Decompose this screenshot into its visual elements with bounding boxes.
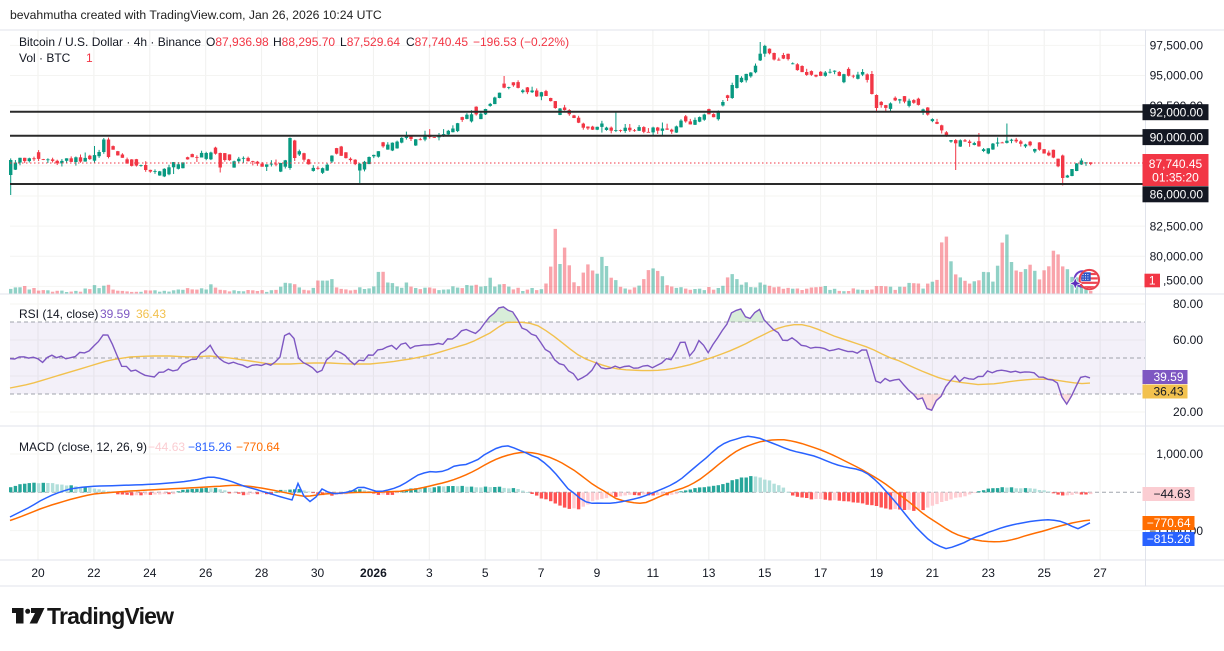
svg-text:−770.64: −770.64 <box>1147 516 1191 530</box>
svg-text:26: 26 <box>199 566 213 580</box>
svg-text:bevahmutha created with Tradin: bevahmutha created with TradingView.com,… <box>10 8 382 22</box>
svg-text:80,000.00: 80,000.00 <box>1150 250 1204 264</box>
svg-text:1: 1 <box>1149 274 1156 288</box>
svg-text:24: 24 <box>143 566 157 580</box>
svg-text:MACD (close, 12, 26, 9)−44.63−: MACD (close, 12, 26, 9)−44.63 −815.26 −770… <box>19 440 280 454</box>
svg-text:01:35:20: 01:35:20 <box>1152 171 1199 185</box>
svg-text:11: 11 <box>647 566 660 580</box>
svg-text:28: 28 <box>255 566 269 580</box>
svg-text:95,000.00: 95,000.00 <box>1150 69 1204 83</box>
svg-text:30: 30 <box>311 566 325 580</box>
svg-text:82,500.00: 82,500.00 <box>1150 219 1204 233</box>
svg-text:36.43: 36.43 <box>1153 385 1183 399</box>
svg-text:22: 22 <box>87 566 101 580</box>
svg-text:21: 21 <box>926 566 940 580</box>
svg-text:39.59: 39.59 <box>1153 370 1183 384</box>
svg-text:Bitcoin / U.S. Dollar · 4h · B: Bitcoin / U.S. Dollar · 4h · Binance O87,… <box>19 35 569 49</box>
svg-text:15: 15 <box>758 566 772 580</box>
svg-text:27: 27 <box>1093 566 1107 580</box>
svg-text:19: 19 <box>870 566 884 580</box>
svg-text:80.00: 80.00 <box>1173 297 1203 311</box>
svg-text:2026: 2026 <box>360 566 387 580</box>
svg-text:−815.26: −815.26 <box>1147 532 1191 546</box>
svg-text:20.00: 20.00 <box>1173 405 1203 419</box>
svg-text:,500.00: ,500.00 <box>1163 274 1203 288</box>
svg-text:92,000.00: 92,000.00 <box>1150 105 1204 119</box>
svg-text:97,500.00: 97,500.00 <box>1150 39 1204 53</box>
svg-text:−44.63: −44.63 <box>1153 487 1190 501</box>
svg-text:13: 13 <box>702 566 716 580</box>
svg-text:5: 5 <box>482 566 489 580</box>
svg-text:TradingView: TradingView <box>47 603 174 629</box>
svg-text:23: 23 <box>982 566 996 580</box>
svg-text:87,740.45: 87,740.45 <box>1149 157 1203 171</box>
svg-text:90,000.00: 90,000.00 <box>1150 130 1204 144</box>
svg-text:17: 17 <box>814 566 828 580</box>
svg-text:1,000.00: 1,000.00 <box>1156 447 1203 461</box>
svg-text:25: 25 <box>1038 566 1052 580</box>
svg-text:3: 3 <box>426 566 433 580</box>
svg-text:20: 20 <box>31 566 45 580</box>
svg-text:86,000.00: 86,000.00 <box>1150 188 1204 202</box>
svg-text:9: 9 <box>594 566 601 580</box>
svg-text:7: 7 <box>538 566 545 580</box>
svg-text:60.00: 60.00 <box>1173 333 1203 347</box>
